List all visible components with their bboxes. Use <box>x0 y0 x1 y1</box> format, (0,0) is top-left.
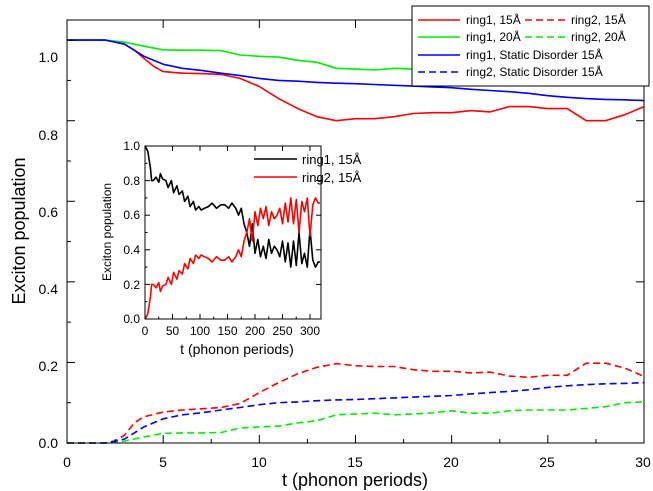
main-x-tick-label: 25 <box>539 454 555 470</box>
main-legend: ring1, 15Å ring2, 15Å ring1, 20Å ring2, … <box>411 5 650 87</box>
legend-label-ring2-20: ring2, 20Å <box>571 29 626 44</box>
inset-y-axis-label: Exciton population <box>100 183 114 281</box>
inset-x-tick-label: 300 <box>300 324 320 338</box>
main-series-1-line <box>67 362 645 444</box>
legend-label-ring2-static: ring2, Static Disorder 15Å <box>466 64 603 79</box>
main-y-tick-label: 0.8 <box>39 127 59 143</box>
inset-chart: 0 50 100 150 200 250 300 0.0 0.2 0.4 0.6… <box>99 138 362 357</box>
main-y-tick-labels: 0.0 0.2 0.4 0.6 0.8 1.0 <box>39 49 59 451</box>
main-series-4-line <box>67 39 645 102</box>
main-x-tick-label: 5 <box>159 454 167 470</box>
inset-series-layer <box>144 145 320 320</box>
legend-label-ring1-15: ring1, 15Å <box>466 12 521 27</box>
inset-y-tick-label: 0.6 <box>123 208 140 222</box>
inset-legend-label-ring2: ring2, 15Å <box>302 170 362 185</box>
inset-x-tick-label: 100 <box>190 324 210 338</box>
inset-y-tick-label: 0.8 <box>123 174 140 188</box>
main-y-axis-label: Exciton population <box>9 157 29 304</box>
main-y-tick-label: 1.0 <box>39 49 59 65</box>
main-series-layer <box>67 39 645 444</box>
main-x-tick-label: 10 <box>251 454 267 470</box>
main-y-tick-label: 0.6 <box>39 204 59 220</box>
inset-series-1-line <box>144 197 320 320</box>
legend-label-ring1-static: ring1, Static Disorder 15Å <box>466 47 603 62</box>
inset-y-tick-label: 0.2 <box>123 278 140 292</box>
main-x-axis-label: t (phonon periods) <box>282 470 428 490</box>
main-series-0-line <box>67 39 645 122</box>
inset-x-tick-label: 0 <box>142 324 149 338</box>
inset-x-tick-label: 150 <box>217 324 237 338</box>
main-x-tick-label: 20 <box>443 454 459 470</box>
inset-x-axis-label: t (phonon periods) <box>180 341 294 357</box>
inset-background <box>99 138 337 324</box>
inset-y-tick-label: 0.0 <box>123 312 140 326</box>
main-y-tick-label: 0.2 <box>39 358 59 374</box>
main-series-3-line <box>67 401 645 444</box>
inset-y-tick-label: 1.0 <box>123 139 140 153</box>
main-x-tick-label: 0 <box>63 454 71 470</box>
legend-label-ring2-15: ring2, 15Å <box>571 12 626 27</box>
inset-legend-label-ring1: ring1, 15Å <box>302 152 362 167</box>
main-x-tick-label: 15 <box>347 454 363 470</box>
legend-label-ring1-20: ring1, 20Å <box>466 29 521 44</box>
inset-legend: ring1, 15Å ring2, 15Å <box>254 152 362 185</box>
main-x-tick-labels: 0 5 10 15 20 25 30 <box>63 454 651 470</box>
main-x-tick-label: 30 <box>635 454 651 470</box>
inset-series-0-line <box>144 145 320 268</box>
main-series-5-line <box>67 381 645 444</box>
inset-x-tick-label: 200 <box>245 324 265 338</box>
main-y-tick-label: 0.4 <box>39 281 59 297</box>
inset-y-tick-labels: 0.0 0.2 0.4 0.6 0.8 1.0 <box>123 139 140 326</box>
inset-ticks <box>144 145 321 320</box>
inset-x-tick-label: 50 <box>166 324 180 338</box>
main-y-tick-label: 0.0 <box>39 435 59 451</box>
inset-x-tick-label: 250 <box>272 324 292 338</box>
inset-y-tick-label: 0.4 <box>123 243 140 257</box>
inset-x-tick-labels: 0 50 100 150 200 250 300 <box>142 324 321 338</box>
